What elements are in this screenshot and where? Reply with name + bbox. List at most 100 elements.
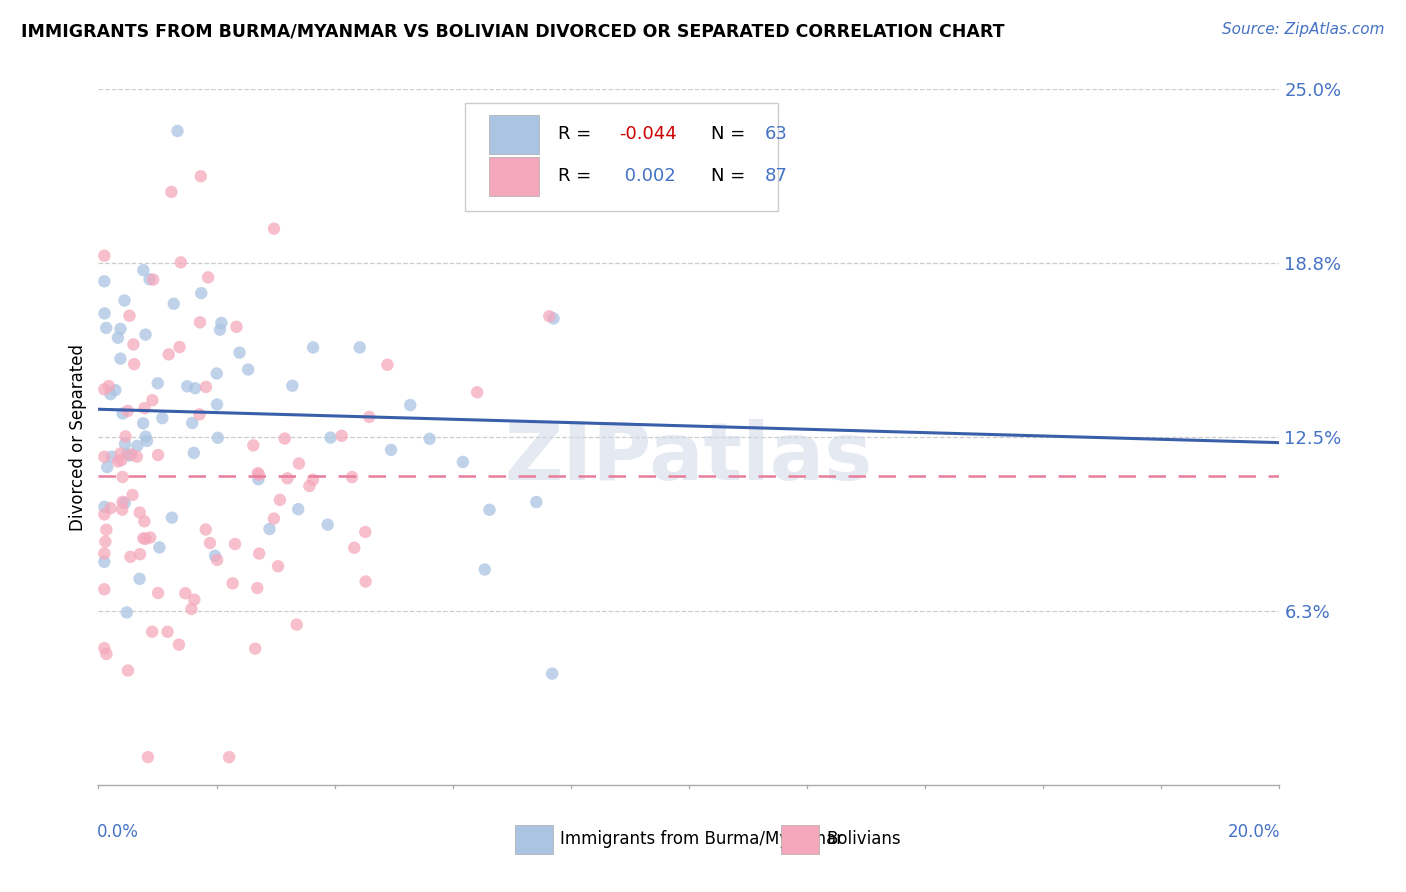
Point xyxy=(183,592,205,607)
Point xyxy=(134,514,156,528)
Point xyxy=(150,411,173,425)
Text: Bolivians: Bolivians xyxy=(825,830,901,847)
Point xyxy=(93,450,115,464)
Point xyxy=(541,666,564,681)
Point xyxy=(174,586,197,600)
Point xyxy=(242,438,264,452)
Point xyxy=(170,255,193,269)
Point xyxy=(330,429,353,443)
Point xyxy=(288,457,311,471)
Point xyxy=(110,322,132,336)
Point xyxy=(93,555,115,569)
Point xyxy=(188,408,211,422)
Point xyxy=(166,124,188,138)
Point xyxy=(194,380,217,394)
Text: ZIPatlas: ZIPatlas xyxy=(505,419,873,497)
Point xyxy=(129,547,152,561)
Point xyxy=(276,471,298,485)
Point xyxy=(100,501,122,516)
Point xyxy=(114,429,136,443)
Point xyxy=(118,309,141,323)
Text: R =: R = xyxy=(558,167,596,186)
Point xyxy=(93,546,115,560)
Point xyxy=(104,383,127,397)
Point xyxy=(273,432,295,446)
Point xyxy=(207,431,229,445)
Point xyxy=(93,582,115,597)
Point xyxy=(128,506,150,520)
Text: Source: ZipAtlas.com: Source: ZipAtlas.com xyxy=(1222,22,1385,37)
Point xyxy=(287,502,309,516)
Point xyxy=(111,502,134,516)
Point xyxy=(184,381,207,395)
Point xyxy=(538,310,561,324)
Point xyxy=(380,442,402,457)
Point xyxy=(141,393,163,408)
Point xyxy=(135,532,157,546)
Point xyxy=(94,534,117,549)
Point xyxy=(419,432,441,446)
Point xyxy=(96,523,118,537)
Point xyxy=(204,549,226,563)
Point xyxy=(354,574,377,589)
Point xyxy=(110,351,132,366)
Point xyxy=(127,439,149,453)
Text: N =: N = xyxy=(711,167,751,186)
Point xyxy=(96,647,118,661)
Point xyxy=(319,431,342,445)
Point xyxy=(93,508,115,522)
Point xyxy=(111,407,134,421)
Point xyxy=(267,559,290,574)
Point xyxy=(93,500,115,514)
Point xyxy=(100,387,122,401)
Point xyxy=(93,274,115,288)
Point xyxy=(125,450,148,464)
Point xyxy=(247,472,270,486)
Point xyxy=(198,536,221,550)
Point xyxy=(146,586,169,600)
Point xyxy=(359,409,381,424)
Point xyxy=(93,249,115,263)
Point xyxy=(205,367,228,381)
Text: N =: N = xyxy=(711,126,751,144)
Point xyxy=(180,602,202,616)
Point xyxy=(524,495,547,509)
Text: 20.0%: 20.0% xyxy=(1229,823,1281,841)
Point xyxy=(93,306,115,320)
Point xyxy=(135,429,157,443)
Point xyxy=(93,383,115,397)
Point xyxy=(285,617,308,632)
Point xyxy=(122,337,145,351)
Point xyxy=(269,492,291,507)
Point xyxy=(205,397,228,411)
Point xyxy=(107,454,129,468)
Point xyxy=(96,460,118,475)
Point xyxy=(474,563,496,577)
Point xyxy=(132,263,155,277)
Point xyxy=(543,311,565,326)
Point xyxy=(100,450,122,464)
Point xyxy=(205,553,228,567)
Point xyxy=(163,297,186,311)
Point xyxy=(141,624,163,639)
Text: 0.0%: 0.0% xyxy=(97,823,139,841)
Point xyxy=(243,641,266,656)
Point xyxy=(121,488,143,502)
Point xyxy=(160,510,183,524)
Point xyxy=(316,517,339,532)
Text: Immigrants from Burma/Myanmar: Immigrants from Burma/Myanmar xyxy=(560,830,844,847)
Point xyxy=(225,319,247,334)
Text: R =: R = xyxy=(558,126,596,144)
Point xyxy=(465,385,488,400)
Point xyxy=(340,470,363,484)
Point xyxy=(343,541,366,555)
Text: IMMIGRANTS FROM BURMA/MYANMAR VS BOLIVIAN DIVORCED OR SEPARATED CORRELATION CHAR: IMMIGRANTS FROM BURMA/MYANMAR VS BOLIVIA… xyxy=(21,22,1005,40)
Text: 87: 87 xyxy=(765,167,787,186)
Point xyxy=(114,293,136,308)
Text: 0.002: 0.002 xyxy=(619,167,676,186)
Point xyxy=(190,169,212,184)
Point xyxy=(156,624,179,639)
Point xyxy=(138,272,160,286)
Point xyxy=(160,185,183,199)
Point xyxy=(302,473,325,487)
